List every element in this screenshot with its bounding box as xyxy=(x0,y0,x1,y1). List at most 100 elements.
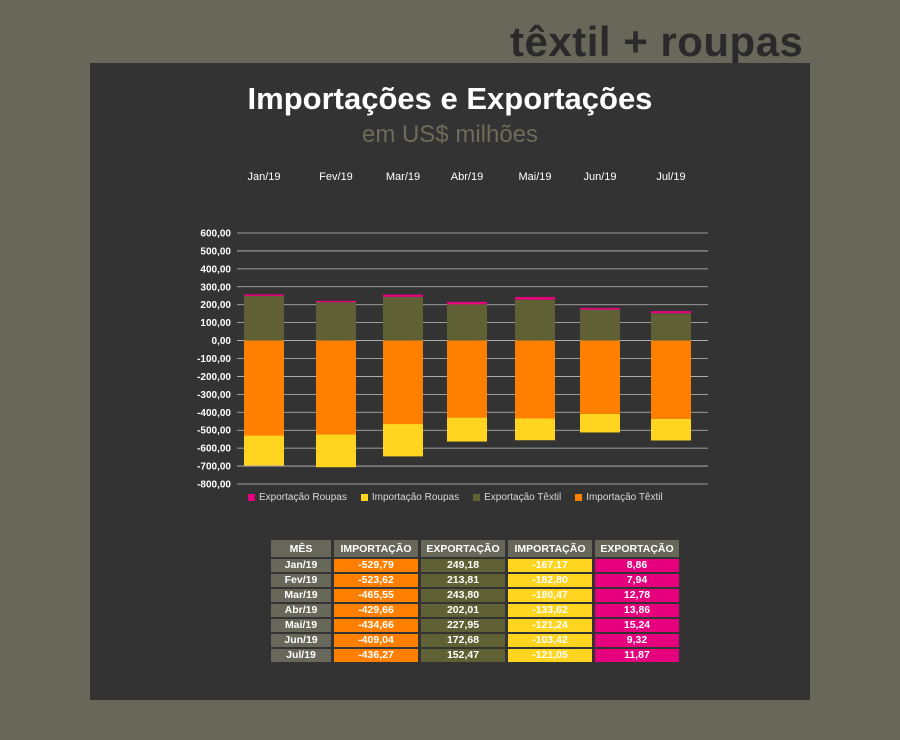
y-tick-label: -700,00 xyxy=(197,462,231,473)
cell-exportacao-roupas: 15,24 xyxy=(595,619,679,634)
bar-segment xyxy=(316,340,356,435)
cell-importacao-textil: -523,62 xyxy=(334,574,418,589)
table-row: Mai/19 -434,66 227,95 -121,24 15,24 xyxy=(271,619,679,634)
cell-exportacao-textil: 213,81 xyxy=(421,574,505,589)
cell-importacao-roupas: -180,47 xyxy=(508,589,592,604)
bar-segment xyxy=(447,301,487,305)
bar-segment xyxy=(383,296,423,341)
bar-segment xyxy=(244,340,284,436)
chart-subtitle: em US$ milhões xyxy=(361,121,539,148)
y-tick-label: -400,00 xyxy=(197,408,231,419)
legend-label: Importação Têxtil xyxy=(586,491,663,503)
legend-swatch xyxy=(248,493,255,501)
table-row: Abr/19 -429,66 202,01 -133,62 13,86 xyxy=(271,604,679,619)
bar-segment xyxy=(515,296,555,300)
y-tick-label: 0,00 xyxy=(212,336,232,347)
header-exportacao-roupas: EXPORTAÇÃO xyxy=(595,540,679,559)
bar-segment xyxy=(651,340,691,419)
bar-segment xyxy=(383,424,423,457)
x-tick-label: Jul/19 xyxy=(656,171,685,183)
cell-importacao-textil: -529,79 xyxy=(334,559,418,574)
bar-segment xyxy=(244,295,284,341)
brand-logo-text: têxtil + roupas xyxy=(510,18,804,65)
bar-segment xyxy=(316,302,356,341)
legend-swatch xyxy=(360,493,368,501)
cell-importacao-textil: -436,27 xyxy=(334,649,418,664)
y-tick-label: 400,00 xyxy=(200,264,231,275)
table-row: Jan/19 -529,79 249,18 -167,17 8,86 xyxy=(271,559,679,574)
legend-label: Exportação Roupas xyxy=(259,491,347,503)
bar-segment xyxy=(580,307,620,310)
x-tick-label: Jan/19 xyxy=(247,171,280,183)
legend-item: Exportação Têxtil xyxy=(473,492,561,503)
cell-exportacao-roupas: 8,86 xyxy=(595,559,679,574)
bar-segment xyxy=(515,299,555,341)
legend-swatch xyxy=(473,493,481,501)
y-tick-label: -800,00 xyxy=(197,480,231,491)
cell-importacao-textil: -429,66 xyxy=(334,604,418,619)
y-tick-label: 200,00 xyxy=(200,300,231,311)
header-mes: MÊS xyxy=(271,540,331,559)
bar-segment xyxy=(651,313,691,341)
table-row: Jul/19 -436,27 152,47 -121,05 11,87 xyxy=(271,649,679,664)
header-importacao-textil: IMPORTAÇÃO xyxy=(334,540,418,559)
bar-segment xyxy=(580,309,620,341)
cell-exportacao-roupas: 11,87 xyxy=(595,649,679,664)
y-tick-label: 600,00 xyxy=(200,229,231,240)
legend-item: Importação Roupas xyxy=(360,491,460,503)
cell-exportacao-textil: 202,01 xyxy=(421,604,505,619)
data-table: MÊS IMPORTAÇÃO EXPORTAÇÃO IMPORTAÇÃO EXP… xyxy=(268,540,682,664)
cell-mes: Fev/19 xyxy=(271,574,331,589)
bar-segment xyxy=(515,340,555,419)
bar-segment xyxy=(651,311,691,314)
cell-exportacao-roupas: 7,94 xyxy=(595,574,679,589)
bar-segment xyxy=(383,340,423,425)
cell-importacao-textil: -434,66 xyxy=(334,619,418,634)
cell-exportacao-textil: 249,18 xyxy=(421,559,505,574)
cell-mes: Jul/19 xyxy=(271,649,331,664)
table-row: Jun/19 -409,04 172,68 -103,42 9,32 xyxy=(271,634,679,649)
x-tick-label: Fev/19 xyxy=(319,171,353,183)
y-tick-label: -100,00 xyxy=(197,354,231,365)
cell-exportacao-textil: 152,47 xyxy=(421,649,505,664)
chart-title: Importações e Exportações xyxy=(247,81,653,116)
bar-segment xyxy=(316,434,356,468)
cell-importacao-roupas: -133,62 xyxy=(508,604,592,619)
y-tick-label: 300,00 xyxy=(200,282,231,293)
x-tick-label: Mar/19 xyxy=(386,171,420,183)
cell-importacao-textil: -465,55 xyxy=(334,589,418,604)
y-tick-label: -300,00 xyxy=(197,390,231,401)
legend-label: Importação Roupas xyxy=(371,491,460,503)
table-row: Fev/19 -523,62 213,81 -182,80 7,94 xyxy=(271,574,679,589)
cell-mes: Mai/19 xyxy=(271,619,331,634)
legend-item: Exportação Roupas xyxy=(248,492,347,503)
cell-exportacao-textil: 227,95 xyxy=(421,619,505,634)
cell-exportacao-textil: 243,80 xyxy=(421,589,505,604)
cell-exportacao-roupas: 9,32 xyxy=(595,634,679,649)
y-tick-label: 100,00 xyxy=(200,318,231,329)
bar-segment xyxy=(244,435,284,466)
x-tick-label: Mai/19 xyxy=(518,171,551,183)
bar-segment xyxy=(447,304,487,341)
bar-segment xyxy=(651,418,691,441)
table-row: Mar/19 -465,55 243,80 -180,47 12,78 xyxy=(271,589,679,604)
cell-importacao-roupas: -167,17 xyxy=(508,559,592,574)
legend-label: Exportação Têxtil xyxy=(484,491,562,503)
bar-segment xyxy=(580,340,620,414)
y-tick-label: -600,00 xyxy=(197,444,231,455)
cell-mes: Mar/19 xyxy=(271,589,331,604)
cell-exportacao-textil: 172,68 xyxy=(421,634,505,649)
cell-importacao-roupas: -121,05 xyxy=(508,649,592,664)
cell-mes: Jun/19 xyxy=(271,634,331,649)
cell-importacao-textil: -409,04 xyxy=(334,634,418,649)
bar-segment xyxy=(447,417,487,442)
x-tick-label: Jun/19 xyxy=(583,171,616,183)
legend-swatch xyxy=(575,493,583,501)
cell-importacao-roupas: -182,80 xyxy=(508,574,592,589)
bar-segment xyxy=(244,294,284,296)
cell-exportacao-roupas: 12,78 xyxy=(595,589,679,604)
cell-importacao-roupas: -121,24 xyxy=(508,619,592,634)
bar-segment xyxy=(316,300,356,303)
y-tick-label: -200,00 xyxy=(197,372,231,383)
